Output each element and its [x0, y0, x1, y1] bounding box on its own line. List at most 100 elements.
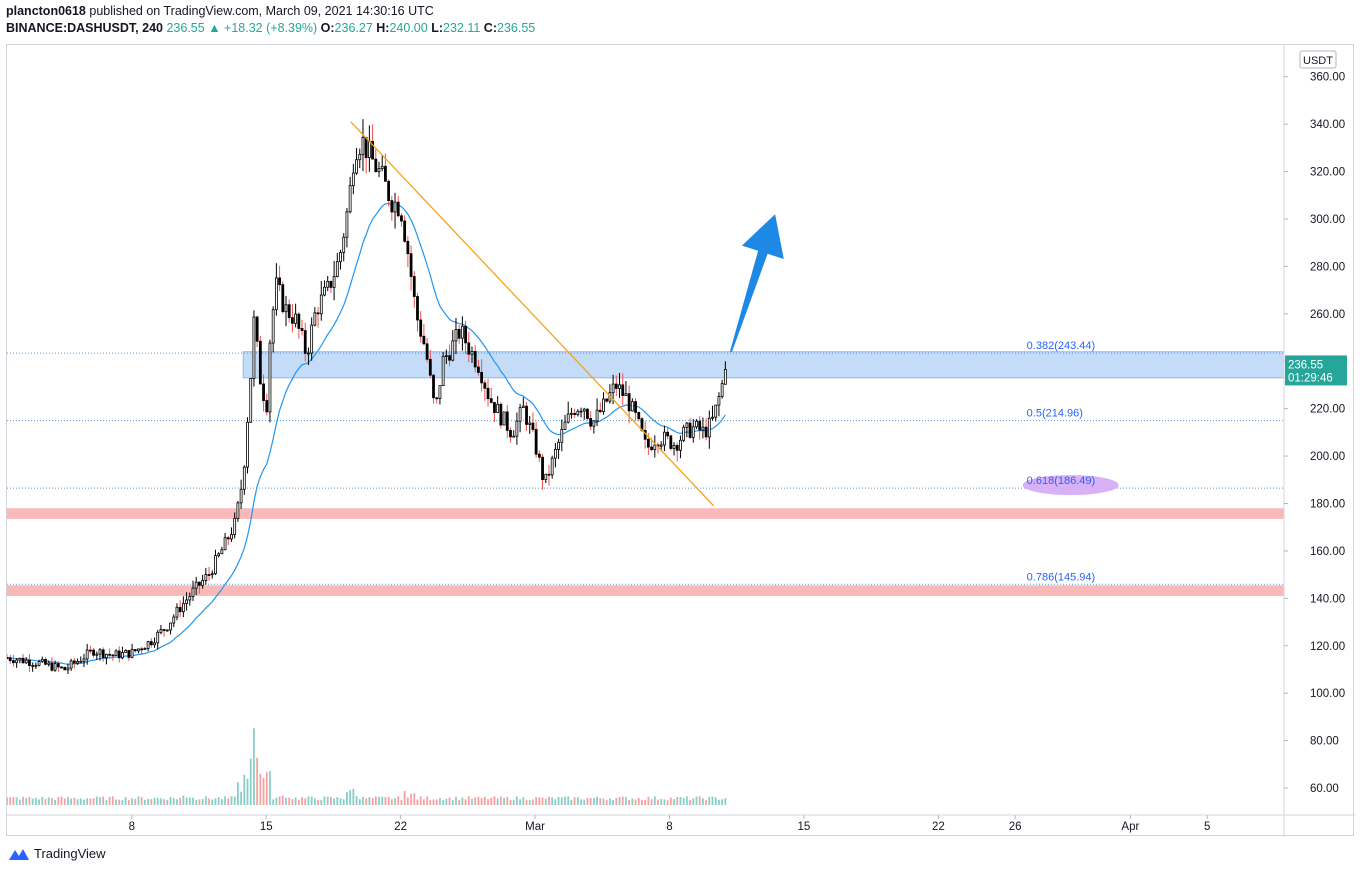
volume-bar	[214, 798, 217, 805]
candle-body	[69, 660, 73, 669]
volume-bar	[564, 796, 566, 805]
volume-bar	[89, 798, 92, 805]
candle-body	[682, 426, 686, 441]
volume-bar	[272, 799, 275, 805]
candle-body	[592, 420, 596, 427]
volume-bar	[339, 798, 342, 805]
symbol-label[interactable]: BINANCE:DASHUSDT, 240	[6, 21, 163, 35]
time-tick-label: 22	[932, 821, 945, 833]
candle-body	[605, 398, 609, 402]
candle-body	[44, 659, 47, 665]
price-tick-label: 180.00	[1310, 499, 1345, 511]
volume-bar	[336, 797, 339, 805]
volume-bar	[615, 797, 618, 805]
volume-bar	[637, 797, 640, 805]
candle-body	[284, 304, 288, 313]
volume-bar	[195, 800, 198, 805]
candle-body	[621, 384, 625, 396]
volume-bar	[83, 799, 85, 805]
volume-bar	[265, 772, 268, 805]
candle-body	[711, 416, 714, 419]
volume-bar	[262, 777, 265, 805]
volume-bar	[156, 798, 159, 805]
volume-bar	[660, 799, 663, 805]
candle-body	[63, 666, 67, 671]
candle-body	[531, 422, 535, 430]
footer: TradingView	[8, 846, 106, 861]
candle-body	[384, 165, 387, 182]
volume-bar	[384, 796, 387, 805]
candle-body	[624, 393, 628, 396]
volume-bar	[509, 800, 512, 805]
volume-bar	[179, 798, 182, 805]
candle-body	[698, 420, 702, 431]
candle-body	[323, 286, 326, 296]
volume-bar	[698, 796, 701, 805]
candle-body	[666, 431, 670, 437]
fib-highlight-mark	[1022, 475, 1119, 496]
volume-bar	[240, 791, 243, 805]
author-name[interactable]: plancton0618	[6, 4, 86, 18]
candle-body	[297, 313, 301, 329]
volume-bar	[721, 799, 724, 805]
candle-body	[637, 412, 641, 420]
time-tick-label: 8	[129, 821, 135, 833]
volume-bar	[256, 757, 259, 805]
candle-body	[419, 319, 423, 337]
volume-bar	[387, 797, 390, 805]
volume-bar	[76, 799, 79, 805]
candle-body	[560, 429, 564, 443]
candle-body	[82, 658, 86, 662]
volume-bar	[166, 800, 169, 805]
volume-bar	[310, 796, 313, 805]
volume-bar	[483, 796, 486, 805]
candle-body	[534, 429, 538, 455]
volume-bar	[227, 798, 230, 805]
volume-bar	[99, 797, 101, 805]
candle-body	[101, 649, 105, 659]
candle-body	[441, 355, 445, 387]
volume-bar	[317, 799, 319, 805]
candle-body	[714, 404, 718, 418]
candle-body	[172, 616, 176, 624]
volume-bar	[705, 800, 708, 805]
volume-bar	[493, 796, 496, 805]
volume-bar	[198, 799, 201, 805]
candle-body	[223, 537, 227, 551]
volume-bar	[54, 799, 57, 805]
volume-bar	[618, 796, 621, 805]
tradingview-logo-icon[interactable]	[8, 847, 30, 861]
candle-body	[723, 369, 727, 385]
candle-body	[342, 236, 346, 253]
candle-body	[672, 444, 676, 449]
volume-bar	[711, 796, 714, 805]
volume-bar	[44, 799, 47, 805]
volume-bar	[429, 799, 432, 805]
volume-bar	[512, 800, 515, 805]
candle-body	[242, 466, 246, 490]
volume-bar	[342, 799, 345, 805]
volume-bar	[586, 797, 589, 805]
volume-bar	[320, 799, 323, 805]
low-label: L:	[431, 21, 443, 35]
chart-frame[interactable]: 0.382(243.44) 0.5(214.96) 0.618(186.49) 0.7…	[6, 44, 1355, 837]
volume-bar	[416, 799, 419, 805]
volume-bar	[573, 797, 576, 805]
price-tick-label: 260.00	[1310, 309, 1345, 321]
candle-body	[198, 581, 201, 586]
currency-badge-frame	[1299, 50, 1337, 69]
volume-bar	[278, 796, 281, 805]
volume-bar	[269, 771, 271, 805]
candle-body	[28, 659, 31, 666]
candle-body	[502, 411, 506, 426]
high-label: H:	[376, 21, 390, 35]
candle-body	[50, 662, 54, 671]
volume-bar	[329, 796, 332, 805]
footer-brand[interactable]: TradingView	[34, 846, 106, 861]
volume-bar	[41, 796, 44, 805]
open-value: 236.27	[334, 21, 373, 35]
volume-bar	[294, 797, 297, 805]
volume-bar	[9, 797, 12, 805]
candle-body	[31, 665, 35, 667]
price-chart[interactable]: 0.382(243.44) 0.5(214.96) 0.618(186.49) 0.7…	[7, 45, 1355, 837]
